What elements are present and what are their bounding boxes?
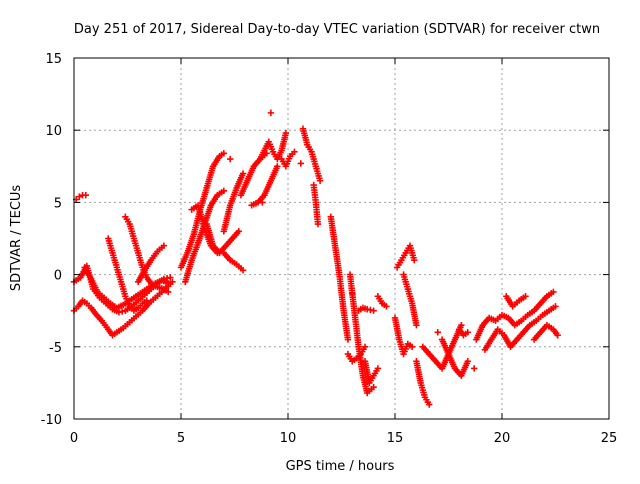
data-point (426, 401, 433, 408)
x-tick-label: 5 (177, 431, 185, 446)
data-point (220, 187, 227, 195)
data-point (550, 288, 557, 296)
data-point (164, 280, 172, 287)
x-tick-label: 15 (387, 431, 404, 446)
data-point (408, 343, 416, 350)
data-point (239, 267, 247, 274)
data-point (267, 109, 275, 117)
data-point (235, 228, 242, 235)
data-point (259, 199, 266, 206)
data-point (370, 384, 377, 391)
data-point (411, 256, 418, 264)
data-point (434, 329, 441, 336)
data-point (464, 329, 471, 336)
data-point (220, 150, 227, 157)
data-points (70, 109, 561, 408)
data-point (274, 163, 281, 170)
data-point (413, 321, 420, 329)
y-tick-label: -10 (41, 413, 62, 428)
y-tick-label: -5 (49, 341, 62, 356)
axis-ticks: 0 5 10 15 20 25 -10 -5 0 5 10 15 (41, 52, 618, 446)
data-point (552, 303, 559, 310)
data-point (239, 170, 247, 177)
y-axis-label: SDTVAR / TECUs (9, 185, 24, 292)
data-point (282, 129, 290, 137)
chart-title: Day 251 of 2017, Sidereal Day-to-day VTE… (74, 22, 600, 37)
data-point (76, 193, 83, 200)
data-point (164, 288, 172, 296)
x-tick-label: 10 (280, 431, 297, 446)
data-point (160, 242, 168, 249)
data-point (383, 303, 390, 310)
x-axis-label: GPS time / hours (286, 459, 395, 474)
grid (74, 58, 609, 419)
y-tick-label: 0 (54, 269, 62, 284)
data-point (470, 365, 478, 372)
data-point (227, 155, 234, 163)
data-point (464, 358, 471, 365)
x-tick-label: 0 (70, 431, 78, 446)
y-tick-label: 5 (54, 196, 62, 211)
data-point (361, 343, 369, 350)
data-point (291, 148, 298, 156)
y-tick-label: 15 (45, 52, 62, 67)
y-tick-label: 10 (45, 124, 62, 139)
data-point (522, 293, 529, 300)
data-point (143, 297, 150, 304)
x-tick-label: 20 (494, 431, 511, 446)
data-point (554, 332, 561, 339)
plot-frame (73, 57, 610, 420)
x-tick-label: 25 (601, 431, 618, 446)
data-point (167, 274, 174, 281)
data-point (169, 278, 176, 286)
data-point (349, 290, 356, 297)
data-point (344, 336, 352, 343)
data-point (458, 321, 465, 329)
data-point (314, 220, 322, 228)
data-point (374, 365, 382, 372)
data-point (316, 177, 324, 184)
data-point (82, 191, 89, 199)
data-point (370, 307, 377, 314)
data-point (297, 160, 305, 167)
